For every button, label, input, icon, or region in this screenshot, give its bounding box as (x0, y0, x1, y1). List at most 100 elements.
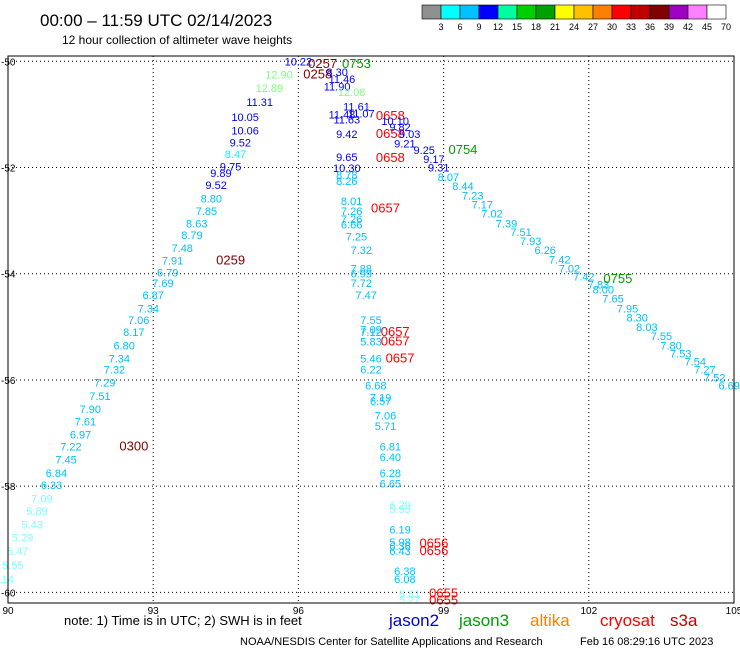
wave-height-label: 9.17 (423, 154, 444, 166)
wave-height-label: 7.25 (346, 232, 367, 244)
credit-line: NOAA/NESDIS Center for Satellite Applica… (240, 636, 543, 648)
y-tick-label: -58 (1, 482, 16, 493)
wave-height-label: 6.66 (341, 219, 362, 231)
wave-height-label: 7.51 (89, 391, 110, 403)
colorbar-swatch (516, 4, 537, 20)
wave-height-label: 12.89 (256, 83, 284, 95)
wave-height-label: 8.03 (636, 322, 657, 334)
wave-height-label: 7.29 (94, 378, 115, 390)
legend-jason2: jason2 (388, 611, 439, 630)
wave-height-label: 6.43 (389, 546, 410, 558)
wave-height-label: 6.28 (380, 468, 401, 480)
colorbar-tick-label: 15 (512, 22, 522, 32)
timestamp: Feb 16 08:29:16 UTC 2023 (580, 636, 713, 648)
colorbar-swatch (687, 4, 708, 20)
pass-time-label: 0655 (429, 592, 458, 607)
wave-height-label: 6.38 (394, 566, 415, 578)
wave-height-label: 7.52 (704, 372, 725, 384)
wave-height-label: 6.99 (351, 269, 372, 281)
colorbar-tick-label: 30 (607, 22, 617, 32)
colorbar-tick-label: 6 (457, 22, 462, 32)
y-tick-label: -50 (1, 57, 16, 68)
pass-time-label: 0259 (216, 252, 245, 267)
wave-height-label: 7.26 (341, 206, 362, 218)
wave-height-label: 12.90 (265, 70, 293, 82)
wave-height-label: 9.89 (210, 168, 231, 180)
wave-height-label: 11.90 (324, 81, 351, 93)
wave-height-label: 7.83 (588, 279, 609, 291)
wave-height-label: 7.32 (104, 364, 125, 376)
colorbar-swatch (497, 4, 518, 20)
wave-height-label: 7.95 (617, 303, 638, 315)
legend-jason3: jason3 (458, 611, 509, 630)
pass-time-label: 0657 (371, 200, 400, 215)
wave-height-label: 7.42 (573, 271, 594, 283)
y-tick-label: -54 (1, 270, 16, 281)
wave-height-label: 6.26 (535, 245, 556, 257)
wave-height-label: 9.42 (336, 129, 357, 141)
wave-height-label: 7.02 (559, 263, 580, 275)
wave-height-label: 5.47 (7, 546, 28, 558)
wave-height-label: 6.84 (46, 468, 67, 480)
wave-height-label: 8.17 (123, 327, 144, 339)
pass-time-label: 0257 (308, 56, 337, 71)
colorbar-tick-label: 9 (476, 22, 481, 32)
wave-height-label: 7.48 (172, 243, 193, 255)
wave-height-label: 6.69 (718, 380, 739, 392)
pass-time-label: 0658 (376, 126, 405, 141)
legend-altika: altika (530, 611, 570, 630)
wave-height-label: 9.52 (205, 180, 226, 192)
wave-height-label: 8.44 (452, 181, 473, 193)
wave-height-label: 9.21 (394, 139, 415, 151)
colorbar-swatch (706, 4, 727, 20)
colorbar-tick-label: 21 (550, 22, 560, 32)
wave-height-label: 7.93 (520, 236, 541, 248)
pass-time-label: 0755 (603, 271, 632, 286)
wave-height-label: 8.47 (225, 149, 246, 161)
x-tick-label: 90 (2, 606, 14, 617)
wave-height-label: 7.02 (481, 209, 502, 221)
wave-height-label: 7.85 (196, 206, 217, 218)
colorbar-swatch (573, 4, 594, 20)
wave-height-label: 6.08 (394, 574, 415, 586)
pass-time-label: 0658 (376, 150, 405, 165)
wave-height-label: 5.14 (0, 574, 14, 586)
wave-height-label: 7.61 (75, 416, 96, 428)
pass-time-label: 0300 (119, 438, 148, 453)
wave-height-label: 9.75 (220, 161, 241, 173)
wave-height-label: 7.72 (351, 278, 372, 290)
colorbar-tick-label: 3 (438, 22, 443, 32)
chart-note: note: 1) Time is in UTC; 2) SWH is in fe… (64, 613, 302, 628)
colorbar-tick-label: 12 (493, 22, 503, 32)
colorbar-tick-label: 27 (588, 22, 598, 32)
colorbar-swatch (478, 4, 499, 20)
chart-subtitle: 12 hour collection of altimeter wave hei… (62, 33, 292, 47)
wave-height-label: 8.80 (201, 193, 222, 205)
wave-height-label: 7.09 (31, 493, 52, 505)
pass-time-label: 0655 (429, 585, 458, 600)
x-tick-label: 93 (148, 606, 160, 617)
wave-height-label: 7.27 (694, 364, 715, 376)
wave-height-label: 6.87 (142, 290, 163, 302)
y-tick-label: -56 (1, 376, 16, 387)
legend-s3a: s3a (670, 611, 698, 630)
wave-height-label: 8.78 (336, 170, 357, 182)
colorbar-tick-label: 33 (626, 22, 636, 32)
wave-height-label: 8.01 (341, 196, 362, 208)
wave-height-label: 11.31 (246, 97, 273, 109)
pass-time-label: 0258 (303, 67, 332, 82)
wave-height-label: 7.65 (602, 294, 623, 306)
x-tick-label: 102 (580, 606, 597, 617)
satellite-legend: jason2 jason3 altika cryosat s3a (388, 611, 698, 630)
wave-height-label: 6.65 (380, 479, 401, 491)
wave-height-label: 7.55 (651, 331, 672, 343)
colorbar-swatch (535, 4, 556, 20)
wave-height-label: 7.23 (462, 191, 483, 203)
wave-height-label: 7.32 (351, 245, 372, 257)
wave-height-label: 7.47 (355, 290, 376, 302)
wave-height-label: 8.07 (438, 172, 459, 184)
wave-height-label: 6.68 (365, 380, 386, 392)
wave-height-label: 6.97 (70, 430, 91, 442)
